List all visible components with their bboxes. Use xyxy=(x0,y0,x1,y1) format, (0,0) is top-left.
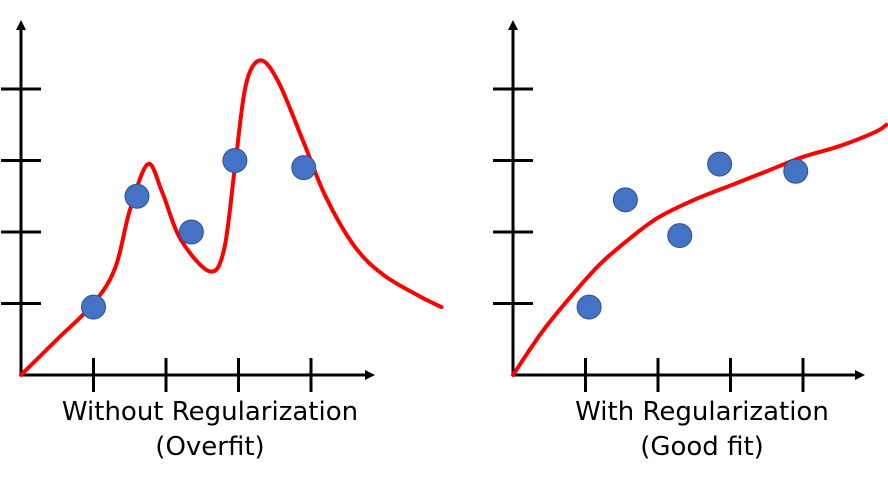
data-point xyxy=(667,223,693,249)
data-point xyxy=(576,294,602,320)
data-point xyxy=(612,187,638,213)
caption-title: Without Regularization xyxy=(62,397,358,427)
data-point xyxy=(707,151,733,177)
data-point xyxy=(81,294,106,320)
data-point xyxy=(291,155,317,181)
fit-curve xyxy=(511,122,888,377)
caption-subtitle: (Good fit) xyxy=(640,432,764,462)
caption-title: With Regularization xyxy=(575,397,829,427)
data-point xyxy=(222,148,248,173)
data-point xyxy=(178,219,204,245)
data-point xyxy=(124,183,150,209)
data-point xyxy=(783,158,809,184)
fit-curve xyxy=(19,58,444,377)
overfit-panel: Without Regularization (Overfit) xyxy=(1,20,444,462)
caption-subtitle: (Overfit) xyxy=(155,432,264,462)
good-fit-panel: With Regularization (Good fit) xyxy=(493,20,888,462)
